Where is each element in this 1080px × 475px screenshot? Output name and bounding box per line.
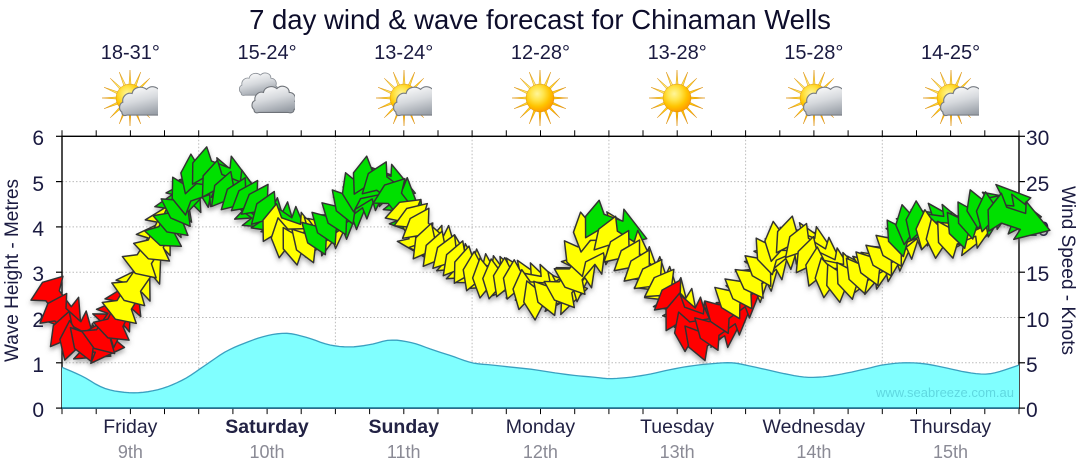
svg-text:www.seabreeze.com.au: www.seabreeze.com.au (875, 385, 1014, 400)
